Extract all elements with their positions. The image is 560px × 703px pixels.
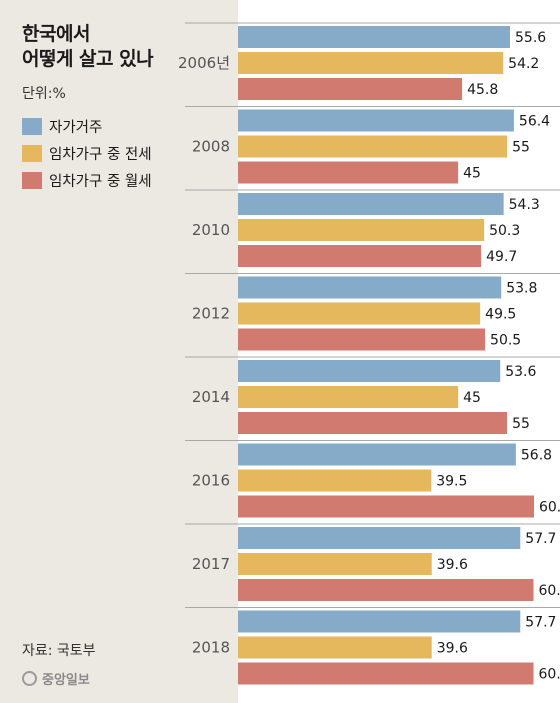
title-line-2: 어떻게 살고 있나 <box>22 48 154 70</box>
bar-wolse <box>238 328 486 351</box>
legend-item-jeonse: 임차가구 중 전세 <box>22 144 152 163</box>
legend-label-own: 자가거주 <box>49 119 103 136</box>
bar-value-label: 54.3 <box>509 197 540 213</box>
logo-text: 중앙일보 <box>42 673 90 688</box>
bar-value-label: 60.4 <box>538 583 560 599</box>
year-label: 2012 <box>192 305 230 323</box>
bar-own <box>238 26 511 48</box>
legend: 자가거주 임차가구 중 전세 임차가구 중 월세 <box>22 117 152 198</box>
legend-item-wolse: 임차가구 중 월세 <box>22 171 152 190</box>
bar-own <box>238 527 521 549</box>
bar-wolse <box>238 412 508 434</box>
bar-value-label: 39.5 <box>436 474 467 490</box>
publisher-logo: 중앙일보 <box>22 669 90 688</box>
bar-jeonse <box>238 469 432 492</box>
bar-own <box>238 610 521 633</box>
year-label: 2010 <box>192 221 230 239</box>
bar-wolse <box>238 495 534 518</box>
bar-jeonse <box>238 52 504 74</box>
chart-title: 한국에서 어떻게 살고 있나 <box>22 22 154 72</box>
bar-value-label: 60.4 <box>538 667 560 683</box>
bar-wolse <box>238 245 482 267</box>
logo-icon <box>22 671 37 686</box>
bar-value-label: 56.4 <box>519 114 550 130</box>
bar-value-label: 60.5 <box>539 500 560 516</box>
legend-item-own: 자가거주 <box>22 117 152 136</box>
bar-wolse <box>238 78 463 100</box>
bar-own <box>238 109 514 132</box>
bar-value-label: 54.2 <box>508 56 539 72</box>
year-label: 2006년 <box>178 54 230 72</box>
bar-wolse <box>238 662 534 685</box>
bar-value-label: 45 <box>463 390 481 406</box>
source-label: 자료: 국토부 <box>22 643 96 659</box>
bar-value-label: 45.8 <box>467 82 498 98</box>
bar-value-label: 45 <box>463 166 481 182</box>
title-line-1: 한국에서 <box>22 23 90 45</box>
bar-wolse <box>238 161 459 184</box>
bar-value-label: 39.6 <box>437 641 468 657</box>
bar-jeonse <box>238 553 432 575</box>
bar-value-label: 53.8 <box>506 281 537 297</box>
bar-value-label: 39.6 <box>437 557 468 573</box>
bar-own <box>238 276 502 299</box>
bar-value-label: 57.7 <box>525 531 556 547</box>
bar-value-label: 55.6 <box>515 30 546 46</box>
bar-value-label: 57.7 <box>525 615 556 631</box>
legend-swatch-jeonse <box>22 144 42 162</box>
bar-value-label: 50.3 <box>489 223 520 239</box>
bar-jeonse <box>238 135 508 158</box>
year-label: 2017 <box>192 555 230 573</box>
bar-value-label: 49.7 <box>486 249 517 265</box>
unit-label: 단위:% <box>22 86 66 102</box>
bar-value-label: 55 <box>512 416 530 432</box>
bar-value-label: 55 <box>512 140 530 156</box>
legend-swatch-wolse <box>22 171 42 189</box>
legend-label-wolse: 임차가구 중 월세 <box>49 173 152 190</box>
bar-jeonse <box>238 386 459 408</box>
bar-value-label: 50.5 <box>490 333 521 349</box>
legend-swatch-own <box>22 117 42 135</box>
bar-own <box>238 443 516 466</box>
year-label: 2016 <box>192 472 230 490</box>
bar-own <box>238 360 501 382</box>
bar-jeonse <box>238 219 485 241</box>
bar-wolse <box>238 579 534 601</box>
bar-jeonse <box>238 302 481 325</box>
bar-value-label: 53.6 <box>505 364 536 380</box>
bar-own <box>238 193 504 215</box>
bar-value-label: 56.8 <box>521 448 552 464</box>
legend-label-jeonse: 임차가구 중 전세 <box>49 146 152 163</box>
bar-jeonse <box>238 636 432 659</box>
year-label: 2018 <box>192 639 230 657</box>
year-label: 2008 <box>192 138 230 156</box>
year-label: 2014 <box>192 388 230 406</box>
bar-value-label: 49.5 <box>485 307 516 323</box>
